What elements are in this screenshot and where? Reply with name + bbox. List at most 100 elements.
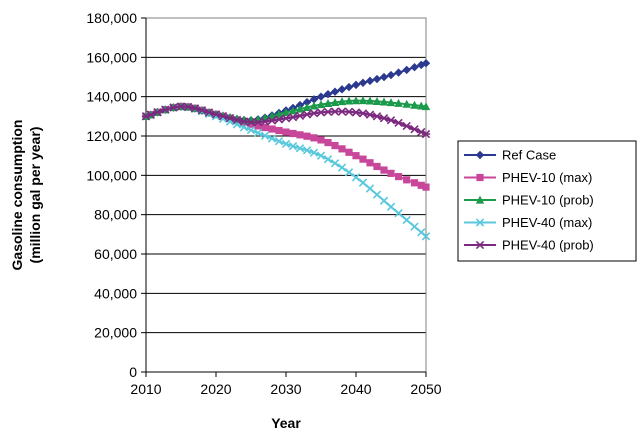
y-tick-label: 100,000 <box>86 167 137 183</box>
data-point-phev-40-prob <box>153 108 162 117</box>
x-tick-label: 2050 <box>410 381 441 397</box>
data-point-phev-40-prob <box>309 109 319 118</box>
data-point-phev-10-prob <box>358 96 368 105</box>
legend-item-phev-40-max: PHEV-40 (max) <box>464 215 592 230</box>
data-point-phev-40-max <box>372 190 382 199</box>
data-point-phev-40-max-stroke <box>246 125 256 135</box>
data-point-phev-10-prob <box>379 97 389 106</box>
x-tick-label: 2010 <box>130 381 161 397</box>
data-point-phev-10-max <box>324 138 332 147</box>
data-point-phev-10-max <box>345 148 353 156</box>
legend-label: PHEV-10 (max) <box>502 170 592 185</box>
legend-marker <box>475 150 485 160</box>
data-point-phev-10-max <box>289 129 297 138</box>
data-point-phev-10-prob <box>274 109 284 118</box>
y-tick-label: 0 <box>129 364 137 380</box>
data-point-phev-10-prob <box>421 102 431 111</box>
data-point-phev-40-max-stroke <box>316 151 326 160</box>
legend-marker <box>475 218 485 227</box>
data-point-phev-40-max-stroke <box>281 139 291 149</box>
data-point-phev-40-max <box>281 139 291 149</box>
data-point-phev-40-prob <box>344 107 354 116</box>
legend: Ref Case PHEV-10 (max) PHEV-10 (prob) PHEV-… <box>457 140 637 262</box>
data-point-phev-40-prob <box>260 117 270 126</box>
data-point-phev-10-max <box>275 126 283 135</box>
y-tick-label: 40,000 <box>94 285 137 301</box>
data-point-ref-case <box>410 62 419 72</box>
axes <box>141 17 427 377</box>
data-point-phev-40-prob <box>386 116 396 125</box>
data-point-phev-40-max <box>379 196 389 205</box>
legend-label: PHEV-40 (prob) <box>502 238 594 253</box>
data-point-phev-40-max-stroke <box>379 196 389 205</box>
data-point-phev-40-prob <box>365 110 375 119</box>
data-point-phev-10-prob <box>302 102 312 111</box>
x-axis-title: Year <box>271 415 301 431</box>
legend-label: Ref Case <box>502 148 556 163</box>
data-point-ref-case <box>365 76 375 86</box>
data-point-phev-10-prob <box>372 96 382 105</box>
data-point-ref-case <box>402 65 411 75</box>
x-tick-label: 2030 <box>270 381 301 397</box>
data-point-phev-10-max <box>296 131 304 139</box>
data-point-phev-40-prob <box>246 118 256 127</box>
data-point-phev-10-max <box>254 122 262 130</box>
data-point-phev-10-max <box>282 128 290 136</box>
data-point-phev-40-prob <box>239 117 249 126</box>
data-point-phev-40-prob <box>358 109 368 118</box>
y-tick-label: 20,000 <box>94 325 137 341</box>
data-point-phev-40-prob <box>190 104 200 113</box>
data-point-phev-40-max <box>302 146 312 155</box>
data-point-ref-case <box>337 85 347 94</box>
series-group <box>141 59 431 241</box>
data-point-phev-40-max <box>267 134 277 143</box>
y-tick-label: 180,000 <box>86 10 137 26</box>
data-point-phev-40-max <box>323 155 333 164</box>
data-point-phev-40-max-stroke <box>260 131 270 140</box>
data-point-phev-10-max <box>387 169 395 177</box>
data-point-phev-40-max-stroke <box>394 209 403 218</box>
data-point-phev-40-prob <box>218 111 228 121</box>
data-point-phev-10-max <box>303 132 311 140</box>
y-tick-label: 80,000 <box>94 207 137 223</box>
data-point-phev-40-max-stroke <box>267 134 277 143</box>
legend-label: PHEV-40 (max) <box>502 215 592 230</box>
data-point-phev-10-max <box>359 155 367 163</box>
y-axis-title: Gasoline consumption (million gal per ye… <box>9 120 43 271</box>
data-point-phev-40-max <box>358 178 368 187</box>
data-point-phev-40-max <box>351 173 361 182</box>
y-tick-label: 140,000 <box>86 89 137 105</box>
x-tick-label: 2040 <box>340 381 371 397</box>
data-point-phev-40-max-stroke <box>288 142 298 151</box>
data-point-phev-10-prob <box>386 98 396 107</box>
data-point-phev-40-max-stroke <box>253 128 263 138</box>
y-tick-label: 120,000 <box>86 128 137 144</box>
legend-item-phev-40-prob: PHEV-40 (prob) <box>464 238 594 253</box>
data-point-phev-10-prob <box>309 101 319 110</box>
data-point-phev-40-prob <box>372 112 382 121</box>
data-point-ref-case <box>351 80 361 90</box>
data-point-phev-10-prob <box>316 100 326 109</box>
data-point-phev-40-prob <box>330 107 340 116</box>
data-point-phev-10-prob <box>295 104 305 113</box>
data-point-ref-case <box>358 78 368 88</box>
data-point-phev-40-max-stroke <box>358 178 368 187</box>
series-phev-40-prob <box>141 102 431 139</box>
legend-items: Ref Case PHEV-10 (max) PHEV-10 (prob) PHEV-… <box>464 148 594 253</box>
data-point-phev-40-max <box>402 215 411 225</box>
legend-label: PHEV-10 (prob) <box>502 193 594 208</box>
data-point-phev-10-max <box>410 179 419 187</box>
y-tick-labels: 0 20,000 40,000 60,000 80,000 100,000 120,000 1… <box>86 10 137 380</box>
data-point-phev-40-max-stroke <box>402 215 411 225</box>
data-point-phev-40-max-stroke <box>421 232 431 241</box>
data-point-phev-10-prob <box>351 96 361 105</box>
data-point-ref-case <box>394 68 403 77</box>
data-point-phev-40-max <box>316 151 326 160</box>
data-point-phev-40-prob <box>323 107 333 117</box>
data-point-phev-10-max <box>394 172 403 181</box>
data-point-ref-case <box>386 70 396 80</box>
data-point-phev-40-prob <box>183 102 193 112</box>
data-point-phev-10-prob <box>344 96 354 105</box>
data-point-phev-10-max <box>317 136 325 144</box>
data-point-phev-10-prob <box>410 100 419 109</box>
